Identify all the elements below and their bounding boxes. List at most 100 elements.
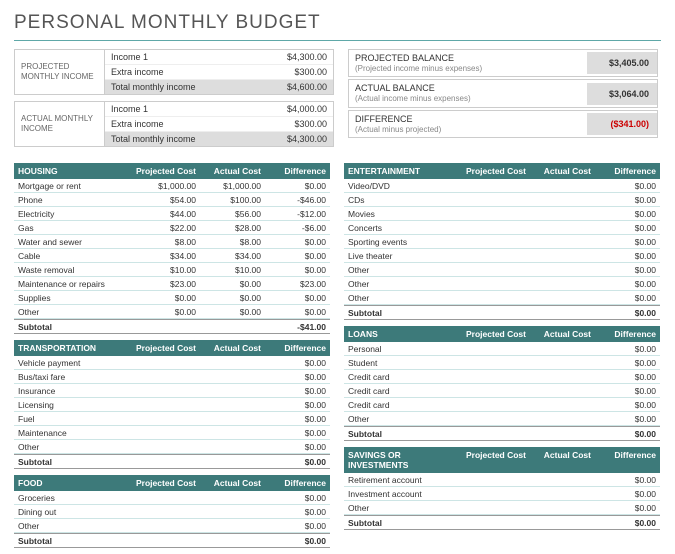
row-projected: $0.00 [131,293,196,303]
category-row: Supplies$0.00$0.00$0.00 [14,291,330,305]
category-row: Other$0.00$0.00$0.00 [14,305,330,319]
category-row: Other$0.00 [14,440,330,454]
row-projected [461,181,526,191]
balance-subtitle: (Actual income minus expenses) [355,94,471,104]
row-actual [196,372,261,382]
row-difference: $23.00 [261,279,326,289]
category-row: Insurance$0.00 [14,384,330,398]
row-label: CDs [348,195,461,205]
subtotal-projected [461,518,526,528]
category-row: Phone$54.00$100.00-$46.00 [14,193,330,207]
row-actual [196,428,261,438]
actual-income-label: ACTUAL MONTHLY INCOME [15,102,105,146]
income-row: Total monthly income$4,300.00 [105,132,333,146]
row-difference: $0.00 [261,181,326,191]
row-actual [526,237,591,247]
category-row: Gas$22.00$28.00-$6.00 [14,221,330,235]
col-difference: Difference [591,450,656,470]
row-actual [526,344,591,354]
balance-column: PROJECTED BALANCE(Projected income minus… [348,49,658,153]
category-block: TRANSPORTATIONProjected CostActual CostD… [14,340,330,469]
row-difference: $0.00 [591,265,656,275]
col-actual: Actual Cost [196,166,261,176]
row-actual: $100.00 [196,195,261,205]
category-row: Other$0.00 [344,412,660,426]
category-name: LOANS [348,329,461,339]
row-difference: $0.00 [591,293,656,303]
row-difference: $0.00 [261,428,326,438]
row-actual: $8.00 [196,237,261,247]
row-difference: $0.00 [261,251,326,261]
row-difference: $0.00 [591,209,656,219]
row-projected [461,223,526,233]
category-row: Retirement account$0.00 [344,473,660,487]
subtotal-label: Subtotal [348,518,461,528]
category-header: HOUSINGProjected CostActual CostDifferen… [14,163,330,179]
col-difference: Difference [261,166,326,176]
row-projected [461,475,526,485]
row-actual [526,372,591,382]
category-row: Live theater$0.00 [344,249,660,263]
title-divider [14,40,661,41]
row-projected [461,293,526,303]
row-difference: $0.00 [591,372,656,382]
category-row: Other$0.00 [344,501,660,515]
col-projected: Projected Cost [461,329,526,339]
balance-label: PROJECTED BALANCE(Projected income minus… [349,50,488,76]
row-difference: $0.00 [261,293,326,303]
row-label: Cable [18,251,131,261]
row-label: Retirement account [348,475,461,485]
category-row: Licensing$0.00 [14,398,330,412]
col-actual: Actual Cost [196,343,261,353]
balance-row: PROJECTED BALANCE(Projected income minus… [348,49,658,77]
row-label: Credit card [348,386,461,396]
row-label: Sporting events [348,237,461,247]
row-actual [526,358,591,368]
row-label: Other [348,293,461,303]
row-difference: $0.00 [591,400,656,410]
income-row-value: $300.00 [294,119,327,129]
col-projected: Projected Cost [131,166,196,176]
income-row: Total monthly income$4,600.00 [105,80,333,94]
income-row: Extra income$300.00 [105,65,333,80]
row-label: Investment account [348,489,461,499]
page-title: PERSONAL MONTHLY BUDGET [14,12,661,34]
income-row-value: $4,300.00 [287,134,327,144]
col-actual: Actual Cost [526,450,591,470]
row-projected: $1,000.00 [131,181,196,191]
actual-income-rows: Income 1$4,000.00Extra income$300.00Tota… [105,102,333,146]
row-actual [526,400,591,410]
row-difference: $0.00 [261,307,326,317]
category-block: HOUSINGProjected CostActual CostDifferen… [14,163,330,334]
income-row-label: Total monthly income [111,82,196,92]
row-difference: -$6.00 [261,223,326,233]
category-row: Credit card$0.00 [344,398,660,412]
projected-income-rows: Income 1$4,300.00Extra income$300.00Tota… [105,50,333,94]
subtotal-label: Subtotal [348,308,461,318]
row-actual [196,358,261,368]
row-projected [461,344,526,354]
right-column: ENTERTAINMENTProjected CostActual CostDi… [344,163,660,554]
subtotal-label: Subtotal [18,536,131,546]
row-actual: $1,000.00 [196,181,261,191]
subtotal-difference: $0.00 [591,429,656,439]
row-projected: $0.00 [131,307,196,317]
category-name: SAVINGS OR INVESTMENTS [348,450,461,470]
category-name: ENTERTAINMENT [348,166,461,176]
subtotal-label: Subtotal [18,457,131,467]
row-actual [526,489,591,499]
row-projected [461,265,526,275]
row-projected [461,209,526,219]
row-difference: $0.00 [261,372,326,382]
row-label: Other [348,414,461,424]
income-row: Income 1$4,300.00 [105,50,333,65]
category-block: ENTERTAINMENTProjected CostActual CostDi… [344,163,660,320]
col-difference: Difference [591,166,656,176]
row-projected [131,493,196,503]
subtotal-actual [196,322,261,332]
row-difference: $0.00 [261,386,326,396]
row-actual [196,414,261,424]
category-block: FOODProjected CostActual CostDifferenceG… [14,475,330,548]
row-difference: $0.00 [261,507,326,517]
category-row: Credit card$0.00 [344,384,660,398]
